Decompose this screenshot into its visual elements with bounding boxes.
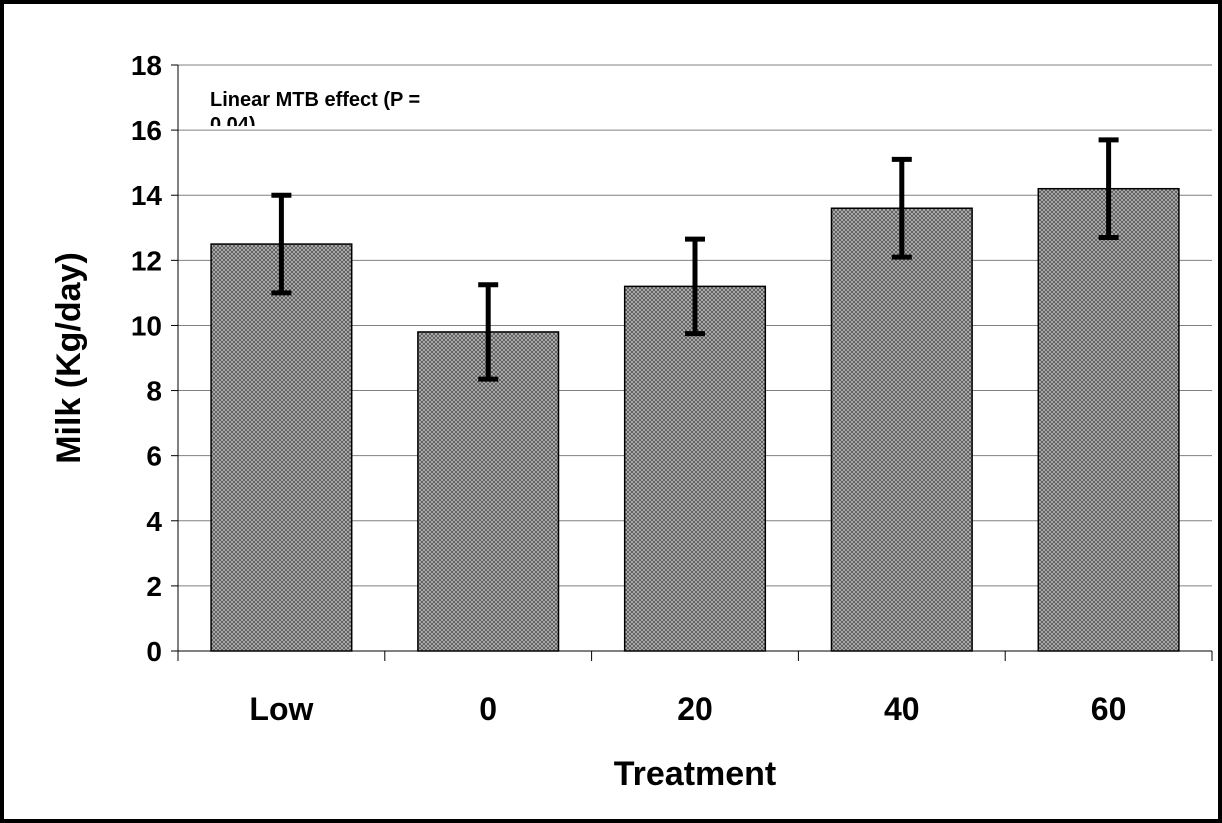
x-tick-label: 60 — [1091, 691, 1127, 727]
x-axis-title: Treatment — [614, 755, 777, 793]
y-tick-label: 2 — [146, 571, 162, 602]
bar-60 — [1037, 187, 1180, 652]
axis-ticks — [171, 64, 1213, 661]
y-axis-title: Milk (Kg/day) — [50, 252, 88, 464]
x-tick-label: 20 — [677, 691, 713, 727]
bar-20 — [623, 285, 767, 652]
x-tick-label: Low — [249, 691, 313, 727]
bar-Low — [210, 243, 353, 652]
annotation-line-1: Linear MTB effect (P = — [210, 89, 420, 111]
error-bar-20 — [685, 236, 705, 337]
x-tick-label: 40 — [884, 691, 920, 727]
bars — [210, 187, 1180, 652]
y-tick-label: 12 — [131, 245, 162, 276]
error-bar-40 — [891, 156, 912, 260]
error-bar-60 — [1098, 137, 1119, 241]
y-tick-label: 16 — [131, 115, 162, 146]
y-tick-label: 4 — [146, 506, 162, 537]
error-bars — [271, 137, 1119, 382]
error-bar-0 — [478, 282, 499, 382]
annotation: Linear MTB effect (P = 0.04) — [210, 89, 420, 136]
y-tick-label: 18 — [131, 50, 162, 81]
annotation-line-2: 0.04) — [210, 114, 256, 136]
bar-40 — [830, 207, 973, 652]
y-tick-label: 10 — [131, 310, 162, 341]
y-tick-label: 0 — [146, 636, 162, 667]
x-tick-label: 0 — [479, 691, 497, 727]
x-tick-labels: Low 0 20 40 60 — [249, 691, 1126, 727]
y-tick-labels: 0 2 4 6 8 10 12 14 16 18 — [131, 50, 163, 667]
y-tick-label: 6 — [146, 441, 162, 472]
y-tick-label: 14 — [131, 180, 163, 211]
y-tick-label: 8 — [146, 376, 162, 407]
error-bar-Low — [271, 192, 292, 296]
